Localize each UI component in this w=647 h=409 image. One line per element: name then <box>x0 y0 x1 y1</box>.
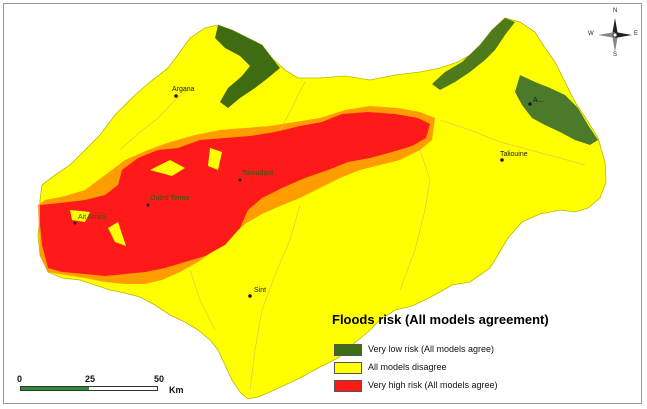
compass-w: W <box>588 31 594 37</box>
compass-s: S <box>613 52 618 58</box>
scale-segment-dark <box>21 387 89 390</box>
town-label-aoulouz: A... <box>533 97 544 104</box>
legend-swatch-very-low-risk <box>334 344 362 356</box>
legend-label-very-low-risk: Very low risk (All models agree) <box>368 344 495 354</box>
compass-e: E <box>634 31 639 37</box>
legend-label-very-high-risk: Very high risk (All models agree) <box>368 380 498 390</box>
town-label-taroudant: Taroudant <box>242 170 274 177</box>
town-markers <box>73 94 532 298</box>
town-dot-taliouine <box>500 158 504 162</box>
town-dot-ait-amira <box>73 221 77 225</box>
town-label-ait-amira: Ait Amira <box>78 214 107 221</box>
enclave <box>108 222 126 246</box>
compass-n: N <box>613 8 618 14</box>
scale-tick-0: 0 <box>17 374 23 384</box>
very-low-risk-zone-north <box>215 25 280 108</box>
enclave <box>150 160 185 176</box>
town-dot-ouled-teima <box>146 203 150 207</box>
river-network <box>119 81 586 391</box>
scale-bar-graphic <box>20 386 158 391</box>
enclave <box>208 148 222 170</box>
compass-rose-icon: N E S W <box>588 8 639 58</box>
legend-title: Floods risk (All models agreement) <box>332 312 549 327</box>
scale-unit: Km <box>169 385 184 395</box>
town-dot-argana <box>174 94 178 98</box>
enclave <box>70 210 90 222</box>
map-frame <box>3 3 642 404</box>
scale-tick-25: 25 <box>85 374 96 384</box>
scale-tick-50: 50 <box>154 374 165 384</box>
legend-swatch-disagree <box>334 362 362 374</box>
legend-swatch-very-high-risk <box>334 380 362 392</box>
town-dot-taroudant <box>238 178 242 182</box>
legend-label-disagree: All models disagree <box>368 362 447 372</box>
town-label-ouled-teima: Ouled Teima <box>150 195 190 202</box>
town-label-argana: Argana <box>172 86 195 93</box>
town-dot-sint <box>248 294 252 298</box>
town-label-sint: Sint <box>254 287 267 294</box>
very-low-risk-zone-northeast <box>432 18 515 90</box>
very-low-risk-zone-east <box>515 75 598 145</box>
town-dot-aoulouz <box>528 102 532 106</box>
scale-segment-light <box>89 387 157 390</box>
town-label-taliouine: Taliouine <box>500 151 528 158</box>
very-high-risk-zone <box>40 112 430 276</box>
